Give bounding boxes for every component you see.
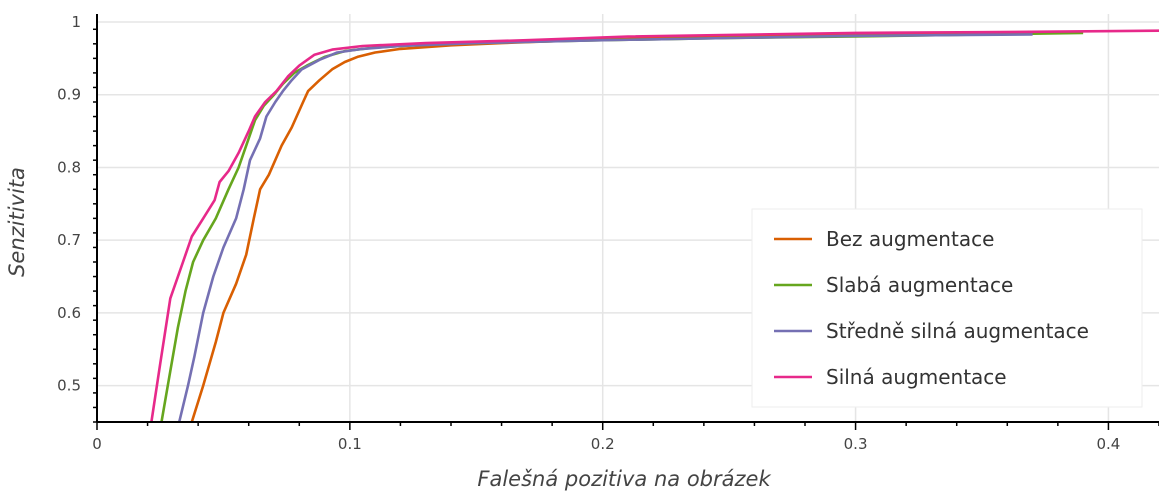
y-tick-label-2: 0.7 xyxy=(57,231,81,249)
series-line-3 xyxy=(150,29,1159,422)
legend: Bez augmentace Slabá augmentace Středně si… xyxy=(751,208,1143,408)
y-tick-label-4: 0.9 xyxy=(57,86,81,104)
x-tick-label-4: 0.4 xyxy=(1096,435,1120,453)
x-tick-label-0: 0 xyxy=(92,435,102,453)
x-axis-title: Falešná pozitiva na obrázek xyxy=(477,467,771,491)
legend-label-1: Slabá augmentace xyxy=(826,273,1013,297)
series-line-2 xyxy=(177,33,1033,422)
legend-box xyxy=(751,208,1143,408)
y-tick-label-0: 0.5 xyxy=(57,377,81,395)
x-tick-label-2: 0.2 xyxy=(591,435,615,453)
x-tick-labels: 0 0.1 0.2 0.3 0.4 xyxy=(92,435,1120,453)
legend-label-3: Silná augmentace xyxy=(826,365,1007,389)
legend-label-0: Bez augmentace xyxy=(826,227,994,251)
series-lines xyxy=(150,29,1159,422)
y-tick-label-1: 0.6 xyxy=(57,304,81,322)
y-tick-labels: 0.5 0.6 0.7 0.8 0.9 1 xyxy=(57,13,81,395)
axes xyxy=(93,14,1159,430)
y-tick-label-3: 0.8 xyxy=(57,158,81,176)
legend-label-2: Středně silná augmentace xyxy=(826,319,1089,343)
x-tick-label-3: 0.3 xyxy=(844,435,868,453)
y-axis-title: Senzitivita xyxy=(5,167,29,277)
y-tick-label-5: 1 xyxy=(71,13,81,31)
x-tick-label-1: 0.1 xyxy=(338,435,362,453)
